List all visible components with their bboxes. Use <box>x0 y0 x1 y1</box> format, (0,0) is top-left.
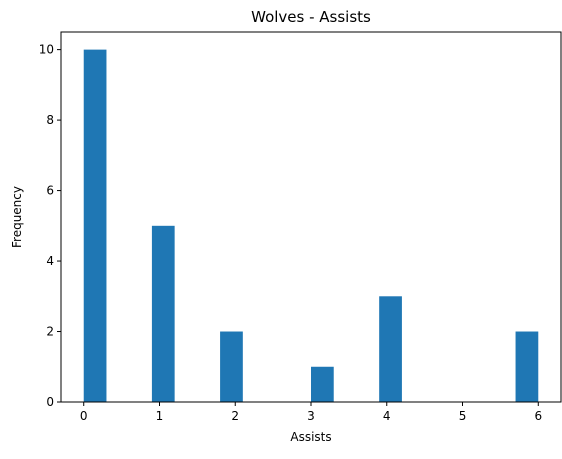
histogram-bar <box>379 296 402 402</box>
plot-frame <box>60 31 562 403</box>
x-axis: 0 1 2 3 4 5 6 <box>80 402 542 423</box>
y-tick-label: 4 <box>46 254 54 268</box>
y-axis-label: Frequency <box>10 186 24 248</box>
histogram-bar <box>515 331 539 402</box>
y-tick-label: 0 <box>46 395 54 409</box>
histogram-bar <box>311 366 334 402</box>
histogram-bar <box>151 225 175 402</box>
x-tick-label: 0 <box>80 409 88 423</box>
histogram-bar <box>83 49 107 403</box>
x-tick-label: 4 <box>383 409 391 423</box>
x-tick-label: 2 <box>231 409 239 423</box>
chart-title: Wolves - Assists <box>251 8 371 26</box>
y-tick-label: 8 <box>46 113 54 127</box>
x-tick-label: 5 <box>459 409 467 423</box>
y-axis: 0 2 4 6 8 10 <box>39 43 61 409</box>
x-tick-label: 6 <box>534 409 542 423</box>
y-tick-label: 2 <box>46 325 54 339</box>
x-tick-label: 3 <box>307 409 315 423</box>
bars-group <box>83 49 539 403</box>
y-tick-label: 6 <box>46 184 54 198</box>
x-tick-label: 1 <box>156 409 164 423</box>
y-tick-label: 10 <box>39 43 54 57</box>
x-axis-label: Assists <box>290 430 331 444</box>
histogram-bar <box>220 331 243 402</box>
